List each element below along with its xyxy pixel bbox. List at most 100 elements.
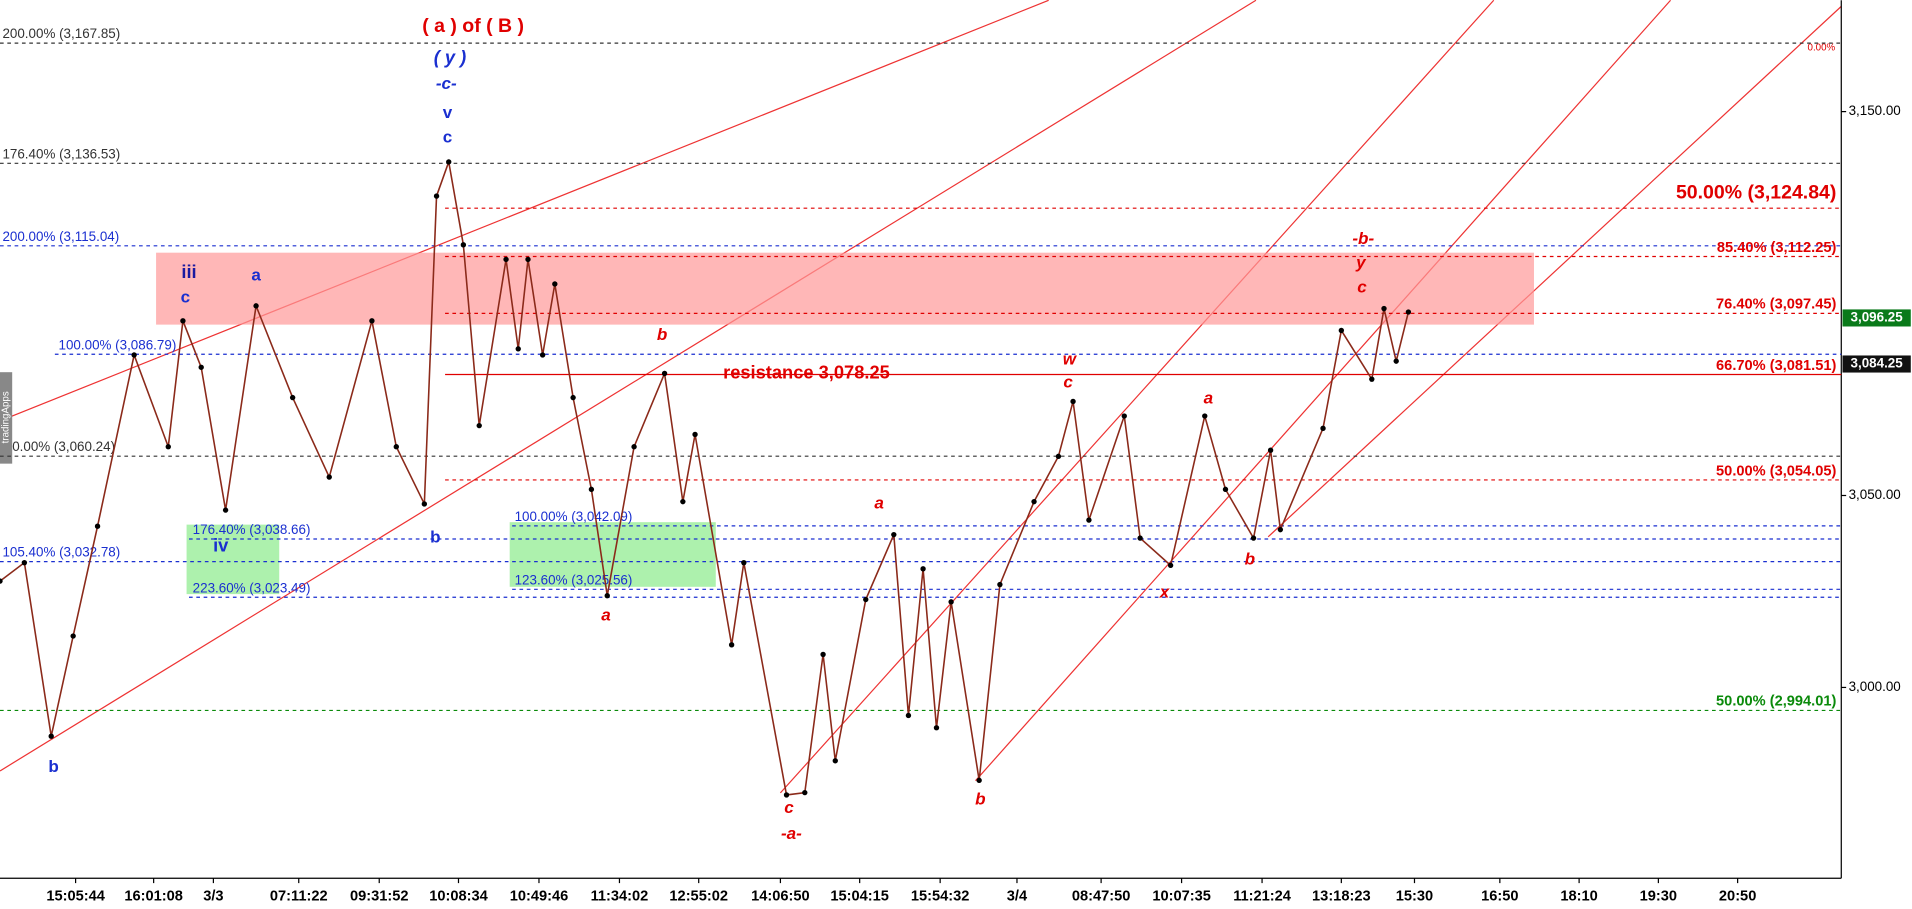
pivot-dot (588, 486, 595, 493)
pivot-dot (1250, 535, 1257, 541)
level-label: 0.00% (3,060.24) (12, 439, 115, 454)
wave-label: c (1063, 373, 1073, 392)
pivot-dot (165, 444, 171, 450)
wave-label: a (1204, 389, 1214, 408)
wave-label: b (657, 325, 667, 344)
y-tick-label: 3,000.00 (1849, 679, 1901, 694)
pivot-dot (631, 444, 637, 450)
wave-label: b (48, 757, 58, 776)
pivot-dot (198, 364, 204, 370)
x-tick-label: 10:49:46 (510, 888, 569, 904)
pivot-dot (1338, 327, 1345, 334)
pivot-dot (1086, 517, 1092, 523)
pivot-dot (70, 633, 76, 639)
pivot-dot (832, 758, 838, 764)
level-label: 85.40% (3,112.25) (1717, 240, 1837, 256)
pivot-dot (253, 303, 259, 309)
pivot-dot (680, 498, 686, 505)
channel-line (779, 0, 1495, 794)
pivot-dot (1267, 447, 1274, 453)
pivot-dot (539, 352, 546, 358)
y-tick-label: 3,150.00 (1849, 103, 1901, 118)
pivot-dot (783, 792, 790, 798)
support-zone (186, 524, 280, 595)
level-label: 100.00% (3,086.79) (59, 337, 177, 352)
pivot-dot (604, 593, 610, 599)
level-label: 200.00% (3,167.85) (2, 26, 120, 41)
pivot-dot (1031, 498, 1037, 505)
price-tag (1842, 309, 1911, 327)
wave-label: c (181, 287, 191, 306)
pivot-dot (1137, 535, 1143, 541)
x-tick-label: 14:06:50 (751, 888, 810, 904)
pivot-dot (503, 256, 509, 263)
level-label: 176.40% (3,136.53) (2, 146, 120, 161)
wave-label: a (601, 606, 611, 625)
level-label: 223.60% (3,023.49) (193, 580, 311, 595)
pivot-dot (661, 370, 668, 377)
pivot-dot (692, 431, 698, 438)
pivot-dot (131, 352, 137, 358)
wave-label: a (251, 265, 261, 284)
pivot-dot (1320, 425, 1326, 431)
x-tick-label: 08:47:50 (1072, 888, 1131, 904)
corner-note: 0.00% (1808, 42, 1836, 53)
pivot-dot (1202, 413, 1208, 419)
pivot-dot (1055, 453, 1062, 460)
pivot-dot (997, 581, 1003, 588)
x-tick-label: 11:34:02 (591, 888, 649, 904)
pivot-dot (421, 501, 428, 507)
pivot-dot (515, 346, 521, 352)
pivot-dot (1222, 486, 1229, 493)
x-tick-label: 12:55:02 (669, 888, 728, 904)
level-label: 50.00% (3,054.05) (1716, 463, 1836, 479)
price-tag-label: 3,084.25 (1851, 356, 1904, 371)
channel-line (0, 0, 1257, 772)
pivot-dot (48, 733, 54, 739)
level-label: 66.70% (3,081.51) (1716, 358, 1836, 374)
level-label: 105.40% (3,032.78) (2, 545, 120, 560)
sidebar-text: tradingApps (1, 391, 12, 443)
pivot-dot (369, 318, 375, 324)
x-tick-label: 15:05:44 (46, 888, 105, 904)
level-label: 50.00% (3,124.84) (1676, 182, 1836, 204)
pivot-dot (94, 523, 101, 529)
y-tick-label: 3,050.00 (1849, 487, 1901, 502)
wave-label: -c- (436, 74, 457, 93)
level-label: 76.40% (3,097.45) (1716, 297, 1836, 313)
pivot-dot (820, 651, 826, 658)
wave-label: c (443, 128, 453, 147)
pivot-dot (1277, 526, 1284, 533)
wave-label: -b- (1352, 229, 1374, 248)
pivot-dot (905, 712, 912, 719)
x-tick-label: 19:30 (1640, 888, 1677, 904)
pivot-dot (446, 159, 452, 165)
pivot-dot (948, 599, 954, 605)
wave-label: b (975, 790, 985, 809)
wave-label: v (443, 103, 453, 122)
level-label: 50.00% (2,994.01) (1716, 694, 1836, 710)
sidebar-tab (0, 372, 13, 464)
pivot-dot (393, 444, 399, 450)
x-tick-label: 13:18:23 (1312, 888, 1371, 904)
x-tick-label: 10:08:34 (429, 888, 488, 904)
wave-label: iv (213, 534, 229, 555)
resistance-label: resistance 3,078.25 (723, 361, 890, 382)
x-tick-label: 15:30 (1396, 888, 1433, 904)
level-label: 200.00% (3,115.04) (2, 229, 119, 244)
resistance-zone (156, 252, 1534, 325)
channel-line (975, 0, 1672, 782)
wave-label: b (1245, 549, 1255, 568)
x-tick-label: 3/3 (203, 888, 223, 904)
channel-line (0, 0, 1049, 422)
pivot-dot (525, 256, 531, 263)
pivot-dot (180, 318, 186, 324)
wave-label: -a- (781, 824, 802, 843)
x-tick-label: 16:50 (1481, 888, 1518, 904)
x-tick-label: 20:50 (1719, 888, 1756, 904)
channel-lines (0, 0, 1842, 794)
pivot-dot (552, 281, 558, 287)
pivot-dot (741, 559, 747, 566)
